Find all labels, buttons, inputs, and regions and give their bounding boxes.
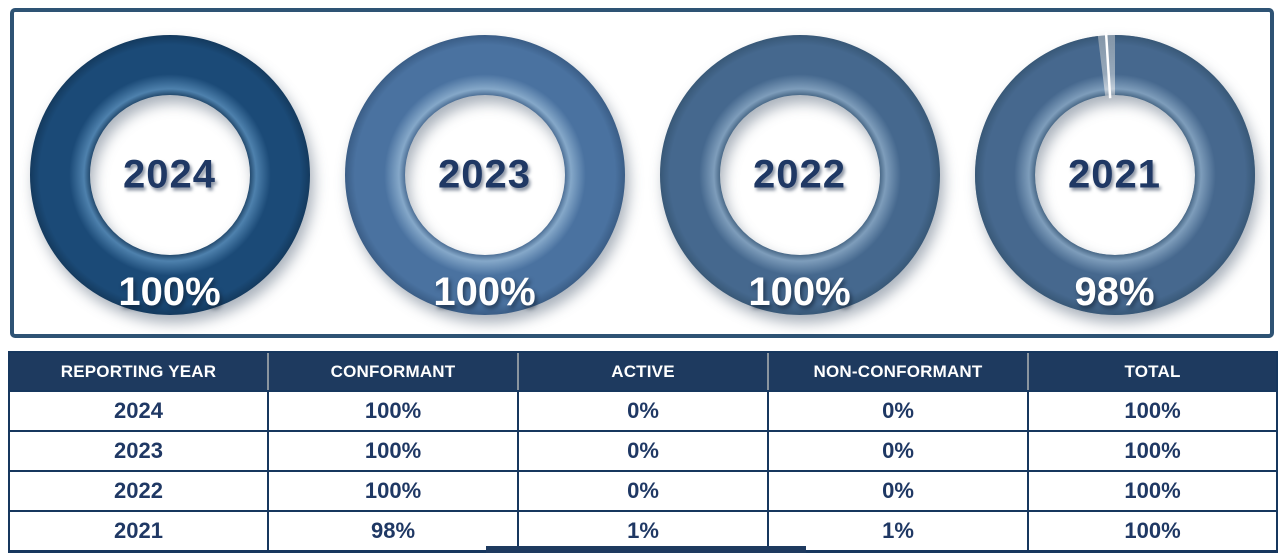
cell-conformant: 100% [267, 390, 519, 432]
donut-ring-2021 [974, 32, 1255, 315]
header-active: ACTIVE [517, 351, 768, 392]
donut-segment-conformant [29, 35, 310, 315]
donut-charts-panel: 2024 100% [10, 8, 1274, 338]
table-row: 2021 98% 1% 1% 100% [8, 510, 1278, 552]
donut-year-label: 2022 [753, 152, 846, 197]
donut-ring-2024 [29, 35, 310, 315]
donut-year-label: 2024 [123, 152, 216, 197]
cell-conformant: 100% [267, 470, 519, 512]
cell-year: 2022 [8, 470, 269, 512]
cell-year: 2023 [8, 430, 269, 472]
donut-ring-2023 [344, 35, 625, 315]
header-non-conformant: NON-CONFORMANT [767, 351, 1028, 392]
donut-ring-2022 [659, 35, 940, 315]
donut-segment-conformant [344, 35, 625, 315]
cell-total: 100% [1027, 510, 1278, 552]
cell-active: 1% [517, 510, 769, 552]
cell-non-conformant: 0% [767, 430, 1029, 472]
donut-segment-conformant [974, 35, 1255, 315]
donut-chart-2024: 2024 100% [29, 35, 310, 315]
donut-year-label: 2023 [438, 152, 531, 197]
header-conformant: CONFORMANT [267, 351, 518, 392]
cell-non-conformant: 0% [767, 470, 1029, 512]
cell-year: 2021 [8, 510, 269, 552]
cell-total: 100% [1027, 470, 1278, 512]
cell-total: 100% [1027, 390, 1278, 432]
header-total: TOTAL [1027, 351, 1277, 392]
table-row: 2022 100% 0% 0% 100% [8, 470, 1278, 512]
donut-percent-label: 100% [748, 270, 851, 314]
cell-active: 0% [517, 470, 769, 512]
cell-non-conformant: 0% [767, 390, 1029, 432]
horizontal-scrollbar-thumb[interactable] [486, 546, 806, 553]
cell-active: 0% [517, 390, 769, 432]
cell-active: 0% [517, 430, 769, 472]
header-reporting-year: REPORTING YEAR [9, 351, 268, 392]
table-row: 2023 100% 0% 0% 100% [8, 430, 1278, 472]
donut-percent-label: 100% [118, 270, 221, 314]
donut-chart-2023: 2023 100% [344, 35, 625, 315]
conformance-summary-table: REPORTING YEAR CONFORMANT ACTIVE NON-CON… [8, 351, 1278, 553]
donut-chart-2022: 2022 100% [659, 35, 940, 315]
table-row: 2024 100% 0% 0% 100% [8, 390, 1278, 432]
donut-percent-label: 100% [433, 270, 536, 314]
cell-non-conformant: 1% [767, 510, 1029, 552]
donut-segment-conformant [659, 35, 940, 315]
table-header-row: REPORTING YEAR CONFORMANT ACTIVE NON-CON… [9, 351, 1277, 392]
donut-slice-separator [1104, 32, 1111, 99]
donut-percent-label: 98% [1074, 270, 1155, 314]
donut-chart-2021: 2021 98% [974, 32, 1255, 315]
donut-row: 2024 100% [14, 32, 1270, 315]
cell-conformant: 98% [267, 510, 519, 552]
cell-conformant: 100% [267, 430, 519, 472]
cell-year: 2024 [8, 390, 269, 432]
cell-total: 100% [1027, 430, 1278, 472]
donut-year-label: 2021 [1068, 152, 1161, 197]
